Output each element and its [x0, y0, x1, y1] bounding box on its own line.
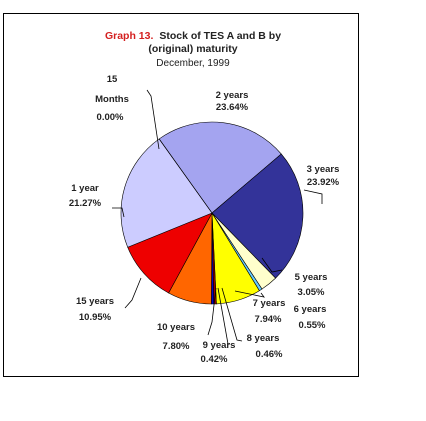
value-2-years: 23.64% [216, 102, 249, 113]
value-10-years: 7.80% [163, 341, 190, 352]
slice-3-years [211, 153, 304, 279]
slice-1-year [120, 138, 213, 248]
value-5-years: 3.05% [298, 287, 325, 298]
chart-frame: Graph 13. Stock of TES A and B by (origi… [3, 13, 359, 377]
leader-9-years [217, 287, 230, 345]
chart-title-prefix: Graph 13. [105, 30, 154, 42]
leader-3-years [303, 189, 323, 204]
label-6-years: 6 years [294, 304, 327, 315]
label-5-years: 5 years [295, 272, 328, 283]
leader-1-year [112, 207, 125, 218]
value-6-years: 0.55% [299, 320, 326, 331]
chart-title: Graph 13. Stock of TES A and B by [105, 30, 281, 42]
label-8-years: 8 years [247, 333, 280, 344]
chart-subtitle: December, 1999 [156, 58, 230, 69]
label-15-months-line2: Months [95, 94, 129, 105]
value-15-months: 0.00% [97, 112, 124, 123]
label-15-years: 15 years [76, 296, 114, 307]
leader-15-months [146, 89, 160, 150]
value-7-years: 7.94% [255, 314, 282, 325]
slice-labels: 2 years 23.64% 3 years 23.92% 5 years 3.… [69, 74, 340, 365]
label-2-years: 2 years [216, 90, 249, 101]
leader-6-years [234, 290, 265, 298]
label-7-years: 7 years [253, 298, 286, 309]
value-9-years: 0.42% [201, 354, 228, 365]
pie-chart: Graph 13. Stock of TES A and B by (origi… [69, 30, 340, 365]
leader-lines [112, 89, 323, 345]
chart-title-rest: Stock of TES A and B by [159, 30, 281, 42]
chart-title-line2: (original) maturity [148, 43, 237, 55]
pie-slices [120, 121, 304, 305]
leader-15-years [124, 277, 142, 309]
value-8-years: 0.46% [256, 349, 283, 360]
leader-8-years [221, 287, 243, 342]
label-15-months-line1: 15 [107, 74, 118, 85]
label-3-years: 3 years [307, 164, 340, 175]
leader-10-years [207, 287, 217, 336]
label-1-year: 1 year [71, 183, 99, 194]
label-10-years: 10 years [157, 322, 195, 333]
leader-5-years [261, 257, 283, 273]
value-3-years: 23.92% [307, 177, 340, 188]
slice-15-months [158, 138, 213, 214]
value-15-years: 10.95% [79, 312, 112, 323]
value-1-year: 21.27% [69, 198, 102, 209]
label-9-years: 9 years [203, 340, 236, 351]
slice-2-years [158, 121, 282, 214]
